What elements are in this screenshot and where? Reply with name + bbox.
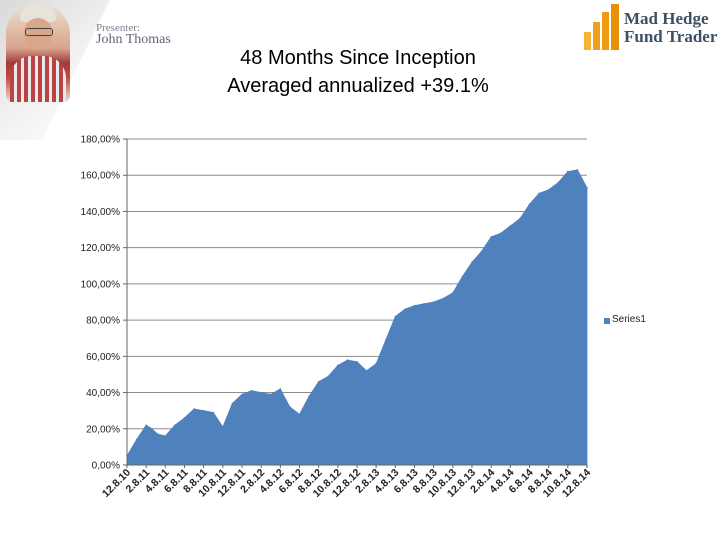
series1-point	[432, 301, 435, 303]
series1-point	[135, 438, 138, 441]
series1-point	[289, 406, 291, 408]
series1-point	[490, 236, 493, 238]
series1-point	[471, 261, 473, 263]
series1-point	[442, 297, 445, 300]
title-line-2: Averaged annualized +39.1%	[227, 75, 489, 97]
legend-series-label: Series1	[612, 314, 646, 325]
brand-logo-icon	[582, 4, 622, 50]
series1-point	[452, 292, 454, 294]
brand-line-2: Fund Trader	[624, 27, 718, 46]
series1-point	[145, 424, 147, 427]
series1-point	[183, 417, 186, 419]
series1-point	[500, 232, 502, 234]
y-tick-label: 60,00%	[86, 352, 120, 363]
series1-point	[164, 435, 167, 437]
series1-point	[538, 192, 540, 195]
series1-point	[547, 188, 550, 191]
y-tick-label: 0,00%	[92, 461, 120, 472]
series1-point	[174, 424, 176, 427]
y-tick-label: 180,00%	[81, 135, 121, 146]
series1-point	[193, 408, 195, 410]
series1-point	[156, 433, 159, 436]
series1-point	[375, 362, 378, 365]
legend-marker	[604, 318, 610, 324]
y-tick-label: 100,00%	[81, 279, 121, 290]
series1-point	[576, 169, 579, 171]
series1-point	[202, 409, 205, 412]
series1-point	[260, 391, 262, 394]
performance-chart: 0,00% 20,00% 40,00% 60,00% 80,00% 100,00% 120,…	[81, 135, 594, 500]
series1-point	[413, 304, 416, 307]
y-tick-label: 80,00%	[86, 316, 120, 327]
presenter-photo	[6, 4, 70, 102]
series1-point	[480, 250, 483, 253]
series1-point	[270, 393, 272, 396]
series1-point	[567, 170, 569, 173]
series1-point	[356, 361, 358, 363]
y-tick-label: 20,00%	[86, 424, 120, 435]
presenter-name: John Thomas	[96, 32, 171, 47]
slide-title: 48 Months Since Inception Averaged annua…	[150, 44, 566, 100]
series1-point	[385, 339, 387, 341]
brand-logo-text: Mad Hedge Fund Trader	[624, 10, 717, 46]
series1-point	[317, 380, 320, 383]
series1-point	[250, 389, 253, 392]
series1-point	[557, 181, 560, 184]
series1-point	[423, 303, 425, 305]
presenter-label: Presenter:	[96, 22, 140, 34]
series1-point	[308, 395, 310, 398]
series1-point	[151, 428, 153, 430]
slide-header: Presenter: John Thomas Mad Hedge Fund Tr…	[0, 0, 720, 140]
series1-point	[212, 411, 215, 414]
y-tick-label: 160,00%	[81, 171, 121, 182]
title-line-1: 48 Months Since Inception	[240, 47, 476, 69]
series1-point	[509, 225, 512, 227]
series1-point	[279, 388, 282, 390]
series1-point	[298, 413, 301, 416]
y-tick-label: 140,00%	[81, 207, 121, 218]
series1-point	[346, 359, 349, 361]
brand-line-1: Mad Hedge	[624, 9, 709, 28]
series1-point	[519, 217, 521, 220]
y-tick-label: 40,00%	[86, 388, 120, 399]
y-tick-label: 120,00%	[81, 243, 121, 254]
series1-point	[404, 308, 406, 310]
series1-point	[586, 187, 588, 189]
series1-point	[461, 275, 464, 278]
series1-point	[231, 402, 234, 405]
series1-point	[222, 426, 224, 428]
series1-point	[365, 370, 368, 372]
series1-point	[394, 315, 397, 318]
series1-point	[327, 375, 330, 378]
series1-point	[528, 203, 531, 205]
series1-point	[241, 393, 243, 396]
series1-point	[337, 364, 339, 367]
series1-area	[126, 169, 588, 466]
